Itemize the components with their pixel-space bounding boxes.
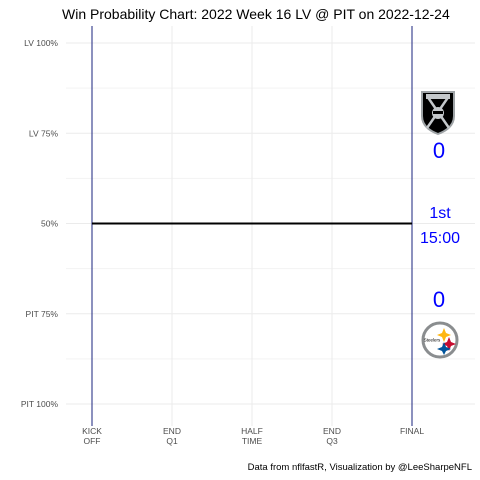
- quarter-label: 1st: [429, 205, 451, 222]
- game-boundary-lines: [91, 26, 413, 426]
- y-axis-tick-labels: LV 100% LV 75% 50% PIT 75% PIT 100%: [21, 38, 59, 409]
- home-score: 0: [433, 287, 445, 312]
- minor-grid: [66, 87, 475, 360]
- x-axis-tick-labels: KICK OFF END Q1 HALF TIME END Q3 FINAL: [82, 426, 424, 446]
- game-clock: 15:00: [420, 230, 460, 247]
- chart-caption: Data from nflfastR, Visualization by @Le…: [247, 462, 472, 473]
- away-score: 0: [433, 138, 445, 163]
- x-tick-label: END Q3: [323, 426, 341, 446]
- y-tick-label: PIT 75%: [26, 309, 59, 319]
- steelers-logo: Steelers: [421, 321, 459, 359]
- x-tick-label: FINAL: [400, 426, 424, 436]
- x-tick-label: HALF TIME: [241, 426, 263, 446]
- y-tick-label: LV 75%: [29, 128, 59, 138]
- x-tick-label: END Q1: [163, 426, 181, 446]
- x-tick-label: KICK OFF: [82, 426, 102, 446]
- svg-text:Steelers: Steelers: [424, 338, 441, 343]
- y-tick-label: PIT 100%: [21, 399, 59, 409]
- chart-title: Win Probability Chart: 2022 Week 16 LV @…: [62, 6, 450, 22]
- raiders-logo: [421, 91, 455, 136]
- y-tick-label: 50%: [41, 219, 58, 229]
- y-tick-label: LV 100%: [24, 38, 58, 48]
